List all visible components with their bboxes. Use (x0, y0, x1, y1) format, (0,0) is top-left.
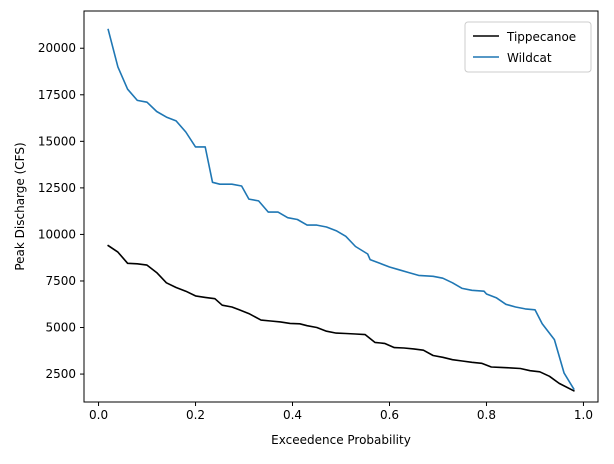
y-tick-label: 20000 (38, 41, 76, 55)
legend-box (464, 21, 592, 73)
x-tick-label: 0.6 (380, 408, 399, 422)
x-tick-label: 0.0 (89, 408, 108, 422)
x-tick-label: 0.8 (477, 408, 496, 422)
y-tick-label: 17500 (38, 88, 76, 102)
y-tick-label: 12500 (38, 181, 76, 195)
y-axis-label: Peak Discharge (CFS) (13, 142, 27, 270)
y-tick-label: 10000 (38, 227, 76, 241)
series-line-tippecanoe (107, 244, 575, 392)
legend-label-wildcat: Wildcat (507, 51, 552, 65)
legend-label-tippecanoe: Tippecanoe (506, 30, 576, 44)
x-tick-label: 0.4 (283, 408, 302, 422)
series-line-wildcat (107, 28, 575, 391)
plot-area-frame (83, 10, 599, 403)
series-layer (107, 28, 575, 392)
y-axis: 2500 5000 7500 10000 12500 15000 17500 20000 (38, 41, 84, 381)
y-tick-label: 2500 (45, 367, 76, 381)
x-axis: 0.0 0.2 0.4 0.6 0.8 1.0 (89, 402, 593, 422)
x-tick-label: 0.2 (186, 408, 205, 422)
x-tick-label: 1.0 (574, 408, 593, 422)
y-tick-label: 5000 (45, 321, 76, 335)
y-tick-label: 15000 (38, 134, 76, 148)
y-tick-label: 7500 (45, 274, 76, 288)
legend: Tippecanoe Wildcat (464, 21, 592, 73)
x-axis-label: Exceedence Probability (271, 433, 411, 447)
